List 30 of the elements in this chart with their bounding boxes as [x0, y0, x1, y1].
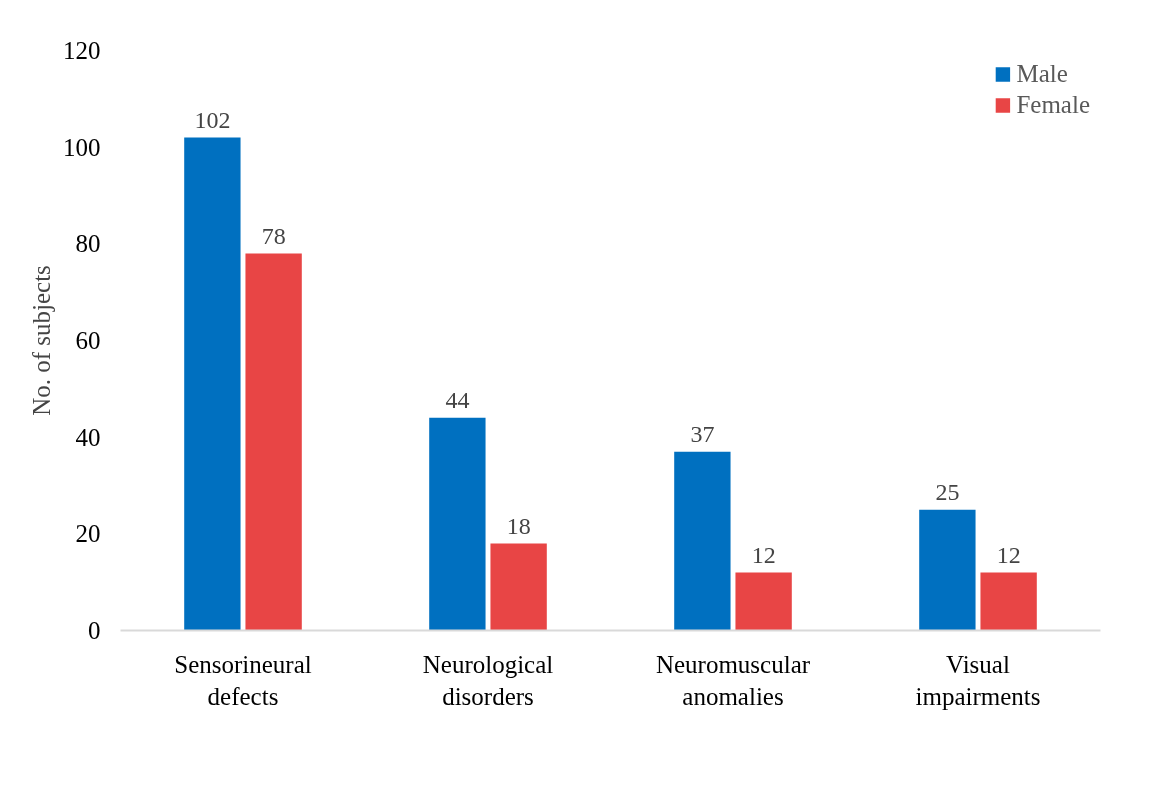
- data-label: 44: [445, 386, 470, 413]
- y-tick-label: 0: [88, 617, 101, 644]
- y-tick-label: 40: [75, 423, 101, 451]
- bar: [919, 509, 976, 631]
- bar: [980, 572, 1037, 631]
- bar: [429, 417, 486, 631]
- bar: [490, 543, 547, 631]
- y-tick-label: 120: [63, 37, 101, 64]
- x-tick-label: Neurological disorders: [422, 650, 554, 710]
- data-label: 12: [996, 541, 1021, 568]
- data-label: 78: [261, 222, 286, 249]
- x-tick-label: Neuromuscular anomalies: [655, 650, 811, 710]
- y-tick-label: 80: [75, 230, 101, 258]
- bar: [245, 253, 302, 631]
- y-tick-label: 20: [75, 520, 101, 548]
- x-tick-label: Visual impairments: [915, 650, 1041, 710]
- bar: [184, 137, 241, 631]
- bar: [735, 572, 792, 631]
- data-label: 18: [506, 512, 531, 539]
- y-tick-label: 100: [63, 133, 101, 161]
- data-label: 37: [690, 420, 715, 447]
- bar: [674, 451, 731, 631]
- legend-label: Male: [1016, 60, 1068, 88]
- data-label: 12: [751, 541, 776, 568]
- data-label: 25: [935, 478, 960, 505]
- y-axis-title: No. of subjects: [28, 265, 55, 416]
- x-tick-label: Sensorineural defects: [174, 650, 312, 710]
- legend-label: Female: [1016, 91, 1090, 119]
- data-label: 102: [194, 106, 231, 133]
- y-tick-label: 60: [75, 327, 101, 354]
